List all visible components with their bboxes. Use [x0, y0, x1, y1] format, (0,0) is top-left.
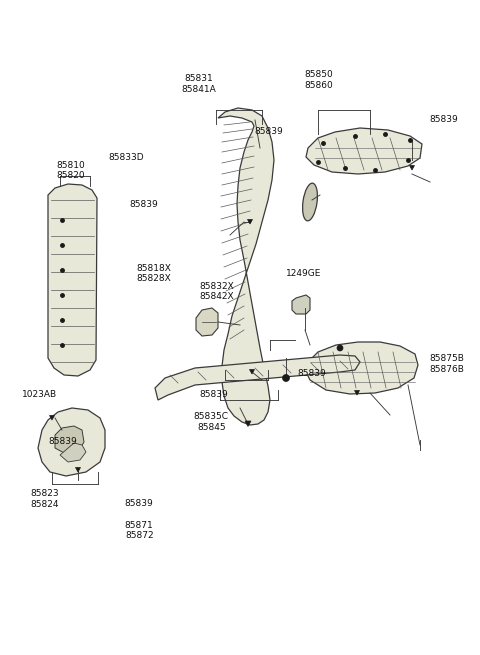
Text: 1023AB: 1023AB	[22, 390, 57, 399]
Polygon shape	[48, 184, 97, 376]
Polygon shape	[409, 166, 415, 170]
Text: 85839: 85839	[48, 437, 77, 446]
Text: 85839: 85839	[199, 390, 228, 399]
Text: 85832X
85842X: 85832X 85842X	[199, 282, 234, 301]
Polygon shape	[75, 468, 81, 472]
Polygon shape	[250, 369, 254, 374]
Polygon shape	[305, 342, 418, 394]
Ellipse shape	[302, 183, 317, 221]
Polygon shape	[292, 295, 310, 314]
Text: 85839: 85839	[430, 115, 458, 124]
Polygon shape	[196, 308, 218, 336]
Polygon shape	[306, 128, 422, 174]
Circle shape	[283, 375, 289, 381]
Polygon shape	[38, 408, 105, 476]
Circle shape	[337, 345, 343, 351]
Text: 85875B
85876B: 85875B 85876B	[430, 354, 465, 374]
Polygon shape	[248, 219, 252, 224]
Text: 85823
85824: 85823 85824	[30, 489, 59, 509]
Text: 85833D: 85833D	[108, 153, 144, 162]
Polygon shape	[245, 421, 251, 426]
Text: 85839: 85839	[254, 126, 283, 136]
Text: 85839: 85839	[130, 200, 158, 209]
Polygon shape	[155, 355, 360, 400]
Text: 85831
85841A: 85831 85841A	[182, 74, 216, 94]
Text: 85835C
85845: 85835C 85845	[194, 412, 228, 432]
Polygon shape	[355, 390, 360, 395]
Text: 1249GE: 1249GE	[286, 269, 321, 278]
Polygon shape	[49, 415, 55, 420]
Polygon shape	[60, 443, 86, 462]
Text: 85810
85820: 85810 85820	[57, 160, 85, 180]
Text: 85871
85872: 85871 85872	[125, 521, 154, 540]
Polygon shape	[55, 426, 84, 454]
Text: 85839: 85839	[298, 369, 326, 378]
Polygon shape	[218, 108, 274, 425]
Text: 85850
85860: 85850 85860	[305, 70, 334, 90]
Text: 85839: 85839	[125, 498, 154, 508]
Text: 85818X
85828X: 85818X 85828X	[137, 264, 172, 284]
